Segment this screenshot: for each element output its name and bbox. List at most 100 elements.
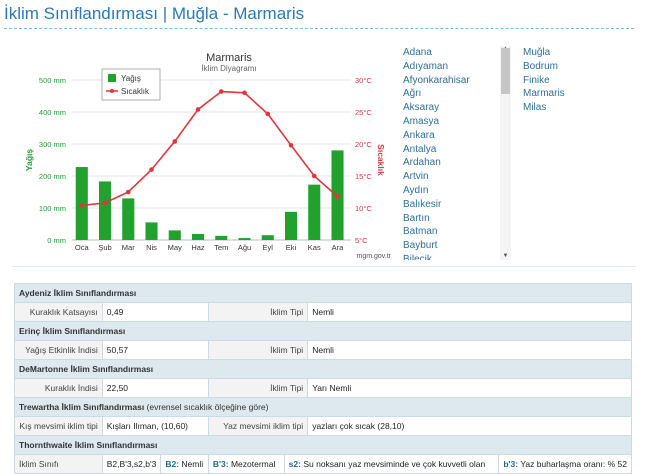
- x-tick-label: Şub: [98, 243, 111, 252]
- title-divider: [4, 28, 634, 29]
- y-tick-label: 500 mm: [39, 76, 66, 85]
- province-item[interactable]: Ankara: [403, 129, 435, 141]
- province-item[interactable]: Bartın: [403, 212, 430, 224]
- province-item[interactable]: Afyonkarahisar: [403, 74, 470, 86]
- y-tick-label: 400 mm: [39, 108, 66, 117]
- scroll-down-arrow-icon[interactable]: ▼: [502, 253, 509, 259]
- district-item[interactable]: Milas: [523, 102, 547, 114]
- temperature-point: [218, 89, 224, 94]
- y-tick-label: 0 mm: [47, 236, 66, 245]
- district-list[interactable]: Muğla Bodrum Finike Marmaris Milas: [523, 46, 565, 115]
- precipitation-bar: [191, 233, 205, 240]
- y2-tick-label: 30°C: [355, 76, 372, 85]
- row-value: yazları çok sıcak (28,10): [307, 416, 632, 436]
- precipitation-bar: [308, 184, 321, 240]
- x-tick-label: Nis: [146, 243, 157, 252]
- temperature-point: [335, 194, 340, 199]
- row-value: Kışları Ilıman, (10,60): [101, 416, 209, 436]
- x-tick-label: May: [168, 243, 182, 252]
- section-header-erinc: Erinç İklim Sınıflandırması: [14, 321, 632, 341]
- y-tick-label: 200 mm: [39, 172, 66, 181]
- x-tick-label: Haz: [191, 243, 205, 252]
- row-label: Kış mevsimi iklim tipi: [14, 416, 103, 436]
- province-item[interactable]: Batman: [403, 226, 438, 238]
- legend-bar-swatch: [108, 74, 116, 82]
- province-list[interactable]: Adana Adıyaman Afyonkarahisar Ağrı Aksaray Am…: [398, 46, 512, 260]
- chart-credit: mgm.gov.tr: [357, 253, 392, 260]
- scrollbar-thumb[interactable]: [501, 48, 510, 94]
- province-list-scrollbar[interactable]: ▲ ▼: [500, 46, 511, 260]
- table-row: Kuraklık Katsayısı 0,49 İklim Tipi Nemli: [14, 302, 632, 322]
- y2-tick-label: 10°C: [355, 204, 372, 213]
- legend-sicaklik: Sıcaklık: [121, 87, 150, 96]
- row-label: Kuraklık Katsayısı: [14, 302, 103, 322]
- table-row: Kış mevsimi iklim tipi Kışları Ilıman, (…: [14, 416, 632, 436]
- y-axis-title: Yağış: [24, 149, 34, 171]
- trewartha-note: (evrensel sıcaklık ölçeğine göre): [146, 402, 269, 412]
- row-label: Yaz mevsimi iklim tipi: [207, 416, 309, 436]
- row-value: 22,50: [101, 378, 209, 398]
- province-item[interactable]: Adıyaman: [403, 60, 449, 72]
- province-item[interactable]: Antalya: [403, 143, 437, 155]
- row-value: 0,49: [101, 302, 209, 322]
- province-item[interactable]: Aydın: [403, 184, 429, 196]
- row-label: İklim Tipi: [207, 340, 309, 360]
- row-label: Kuraklık İndisi: [14, 378, 103, 398]
- temperature-point: [288, 142, 294, 148]
- x-tick-label: Kas: [308, 243, 321, 252]
- district-item[interactable]: Marmaris: [523, 88, 565, 100]
- province-item[interactable]: Bayburt: [403, 240, 438, 252]
- y2-tick-label: 15°C: [355, 172, 372, 181]
- code-mezotermal: B'3: Mezotermal: [207, 454, 285, 474]
- x-tick-label: Ara: [332, 243, 345, 252]
- row-value: Nemli: [307, 340, 632, 360]
- climate-chart: Oca Şub Mar Nis May Haz Tem Ağu Eyl Eki Kas Ara 0 m…: [24, 52, 392, 260]
- y2-tick-label: 5°C: [355, 236, 368, 245]
- temperature-point: [265, 111, 271, 117]
- section-header-thornthwaite: Thornthwaite İklim Sınıflandırması: [14, 435, 632, 455]
- precipitation-bar: [122, 198, 135, 240]
- row-value: 50,57: [101, 340, 209, 360]
- temperature-point: [79, 203, 85, 208]
- precipitation-bar: [168, 230, 181, 240]
- temperature-point: [102, 200, 108, 206]
- province-item[interactable]: Adana: [403, 47, 432, 58]
- district-item[interactable]: Bodrum: [523, 60, 559, 72]
- chart-legend: Yağış Sıcaklık: [101, 68, 161, 101]
- province-item[interactable]: Ardahan: [403, 157, 441, 169]
- province-item[interactable]: Bilecik: [403, 253, 432, 260]
- province-item[interactable]: Artvin: [403, 171, 429, 183]
- legend-line-marker: [110, 89, 114, 93]
- row-value: B2,B'3,s2,b'3: [101, 454, 162, 474]
- row-label: İklim Tipi: [207, 302, 309, 322]
- row-label: Yağış Etkinlik İndisi: [14, 340, 103, 360]
- province-item[interactable]: Ağrı: [403, 88, 422, 100]
- page-title: İklim Sınıflandırması | Muğla - Marmaris: [4, 4, 305, 23]
- table-row: Kuraklık İndisi 22,50 İklim Tipi Yarı Ne…: [14, 378, 632, 398]
- row-label: İklim Tipi: [207, 378, 309, 398]
- district-item[interactable]: Finike: [523, 74, 550, 86]
- y2-tick-label: 20°C: [355, 140, 372, 149]
- temperature-point: [311, 173, 317, 179]
- province-item[interactable]: Balıkesir: [403, 198, 442, 210]
- x-tick-label: Oca: [75, 243, 90, 252]
- row-value: Yarı Nemli: [307, 378, 632, 398]
- climate-classification-table: Aydeniz İklim Sınıflandırması Kuraklık K…: [14, 283, 632, 474]
- temperature-point: [125, 189, 131, 195]
- temperature-line: [81, 90, 339, 207]
- section-header-demartonne: DeMartonne İklim Sınıflandırması: [14, 359, 632, 379]
- province-item[interactable]: Aksaray: [403, 102, 440, 114]
- precipitation-bar: [98, 181, 112, 240]
- province-item[interactable]: Amasya: [403, 115, 440, 127]
- table-row: Yağış Etkinlik İndisi 50,57 İklim Tipi N…: [14, 340, 632, 360]
- chart-title: Marmaris: [206, 52, 252, 64]
- y2-axis-title: Sıcaklık: [376, 144, 386, 176]
- temperature-point: [149, 167, 154, 172]
- temperature-point: [195, 107, 201, 112]
- district-item[interactable]: Muğla: [523, 47, 551, 58]
- x-tick-label: Mar: [122, 243, 135, 252]
- legend-yagis: Yağış: [121, 74, 141, 83]
- row-label: İklim Sınıfı: [14, 454, 103, 474]
- section-divider: [12, 266, 636, 267]
- precipitation-bar: [215, 235, 228, 240]
